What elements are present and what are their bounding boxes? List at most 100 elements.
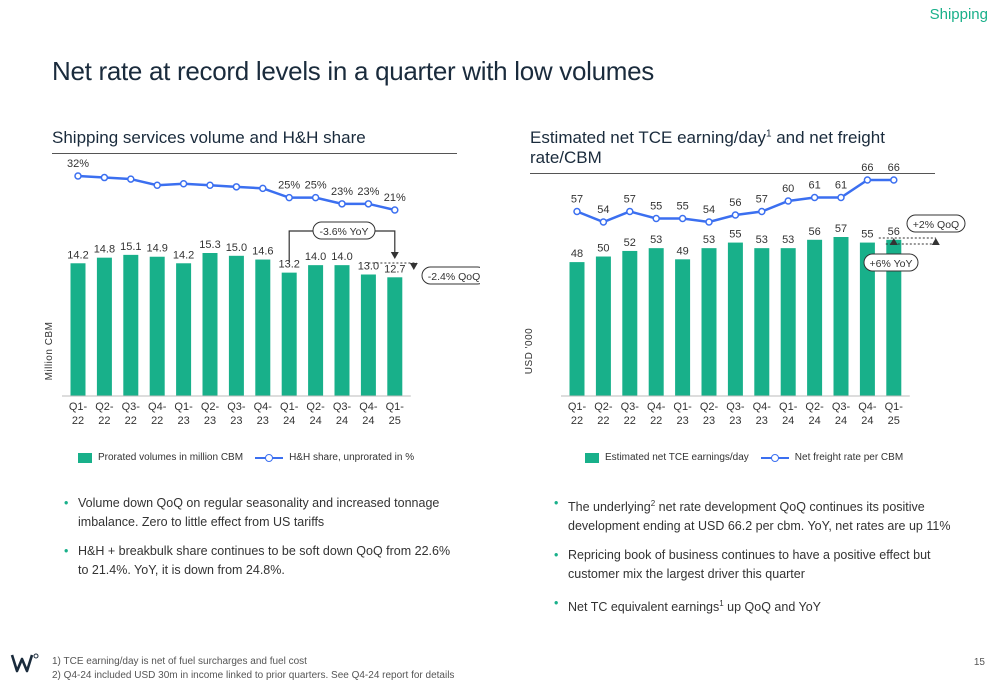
x-tick-label: Q3- xyxy=(621,401,640,413)
x-tick-label: Q2- xyxy=(201,401,220,413)
company-logo xyxy=(10,653,39,673)
x-tick-label: 24 xyxy=(835,415,847,427)
bar-value-label: 52 xyxy=(624,237,636,249)
qoq-annotation: -2.4% QoQ xyxy=(428,271,480,283)
x-tick-label: 22 xyxy=(151,415,163,427)
bar-value-label: 14.0 xyxy=(305,251,326,263)
bar xyxy=(176,263,192,396)
bar xyxy=(96,257,112,396)
line-value-label: 21% xyxy=(384,192,406,204)
line-point xyxy=(837,193,845,202)
line-value-label: 55 xyxy=(676,201,688,213)
bar xyxy=(255,259,271,396)
page-number: 15 xyxy=(973,657,985,668)
footnote-ref: 1 xyxy=(719,599,724,609)
x-tick-label: Q2- xyxy=(700,401,719,413)
footnote-ref: 2 xyxy=(650,499,656,508)
line-point xyxy=(338,200,346,208)
line-point xyxy=(573,207,581,216)
line-point xyxy=(285,193,293,202)
bullet-item: H&H + breakbulk share continues to be so… xyxy=(64,542,458,580)
line-point xyxy=(311,193,320,202)
line-value-label: 56 xyxy=(729,197,741,209)
x-tick-label: Q1- xyxy=(69,401,88,413)
x-tick-label: 23 xyxy=(676,415,688,427)
y-axis-label: Million CBM xyxy=(44,322,55,381)
bar xyxy=(387,277,403,396)
line-point xyxy=(705,218,713,226)
bullet-item: Net TC equivalent earnings1 up QoQ and Y… xyxy=(554,594,958,617)
x-tick-label: 22 xyxy=(72,415,84,427)
line-point xyxy=(391,206,399,214)
line-point xyxy=(100,173,109,182)
line-swatch xyxy=(760,453,789,463)
line-value-label: 57 xyxy=(624,194,636,206)
x-tick-label: Q3- xyxy=(726,401,745,413)
legend-bar-label: Estimated net TCE earnings/day xyxy=(605,452,749,463)
line-point xyxy=(232,183,241,191)
line-point xyxy=(784,197,792,205)
bullet-item: The underlying2 net rate development QoQ… xyxy=(554,494,958,536)
x-tick-label: Q1- xyxy=(280,401,299,413)
line-value-label: 54 xyxy=(703,204,715,216)
bullet-text: The underlying xyxy=(568,500,651,515)
line-value-label: 61 xyxy=(808,180,820,192)
x-tick-label: 24 xyxy=(336,415,348,427)
line-point xyxy=(599,218,608,226)
x-tick-label: 24 xyxy=(782,415,794,427)
line-value-label: 25% xyxy=(278,180,300,192)
bar-value-label: 15.0 xyxy=(226,242,247,254)
bar-value-label: 53 xyxy=(703,234,715,246)
x-tick-label: Q2- xyxy=(805,401,824,413)
bullet-text: up QoQ and YoY xyxy=(723,600,822,615)
x-tick-label: 23 xyxy=(230,415,242,427)
x-tick-label: 22 xyxy=(650,415,662,427)
bar-value-label: 15.1 xyxy=(120,241,141,253)
line-value-label: 55 xyxy=(650,201,662,213)
x-tick-label: 22 xyxy=(571,415,583,427)
x-tick-label: 22 xyxy=(98,415,110,427)
x-tick-label: 23 xyxy=(703,415,715,427)
x-tick-label: Q2- xyxy=(306,401,325,413)
line-value-label: 60 xyxy=(782,183,794,195)
bar xyxy=(70,263,86,396)
line-value-label: 57 xyxy=(571,194,583,206)
bar xyxy=(334,265,350,396)
yoy-annotation: -3.6% YoY xyxy=(319,226,368,238)
x-tick-label: Q4- xyxy=(359,401,378,413)
x-tick-label: Q1- xyxy=(779,401,798,413)
bar-value-label: 13.2 xyxy=(278,259,299,271)
line-point xyxy=(259,184,267,193)
line-value-label: 66 xyxy=(888,162,900,174)
bar-value-label: 14.2 xyxy=(67,249,88,261)
x-tick-label: Q2- xyxy=(95,401,114,413)
yoy-pill xyxy=(312,221,376,240)
qoq-pill xyxy=(421,266,480,285)
bar-value-label: 15.3 xyxy=(199,239,220,251)
x-tick-label: Q4- xyxy=(254,401,273,413)
bar-swatch xyxy=(78,452,92,463)
line-value-label: 66 xyxy=(861,162,873,174)
x-tick-label: Q1- xyxy=(673,401,692,413)
bar-value-label: 53 xyxy=(782,234,794,246)
bar-value-label: 13.0 xyxy=(358,260,379,272)
right-bullets: The underlying2 net rate development QoQ… xyxy=(552,494,958,627)
bullet-item: Repricing book of business continues to … xyxy=(554,546,958,584)
x-tick-label: Q3- xyxy=(832,401,851,413)
bar-value-label: 14.9 xyxy=(146,243,167,255)
page-title: Net rate at record levels in a quarter w… xyxy=(52,56,654,86)
line-point xyxy=(758,207,766,216)
qoq-pill xyxy=(906,214,966,233)
x-tick-label: 24 xyxy=(362,415,374,427)
tce-chart: USD '000 48 50 52 53 49 53 55 53 53 56 57 55 56 Q1- 22 Q… xyxy=(524,162,966,427)
bar-value-label: 53 xyxy=(756,234,768,246)
line-point xyxy=(652,214,660,223)
line-point xyxy=(364,200,373,208)
x-tick-label: 23 xyxy=(729,415,741,427)
bar-value-label: 55 xyxy=(729,229,741,241)
x-tick-label: Q1- xyxy=(885,401,904,413)
bar xyxy=(202,253,218,396)
bullet-item: Volume down QoQ on regular seasonality a… xyxy=(64,494,458,532)
right-title-footnote-ref: 1 xyxy=(765,128,772,140)
right-title-main: Estimated net TCE earning/day xyxy=(530,128,766,147)
